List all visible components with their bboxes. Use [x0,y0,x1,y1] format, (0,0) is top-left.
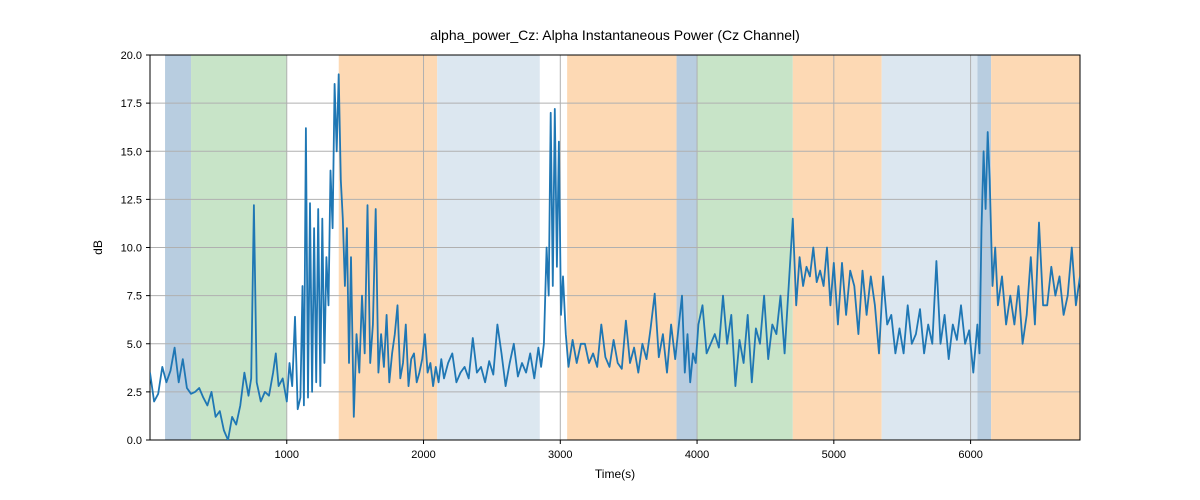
x-axis-label: Time(s) [595,467,635,481]
x-tick-label: 1000 [275,449,299,461]
y-tick-label: 20.0 [121,50,142,62]
y-tick-label: 2.5 [127,387,142,399]
y-axis-label: dB [91,240,105,255]
chart-svg: 0.0 2.5 5.0 7.5 10.0 12.5 15.0 17.5 20.0 1000 2000… [0,0,1200,500]
y-tick-label: 10.0 [121,243,142,255]
y-tick-label: 12.5 [121,194,142,206]
chart-container: 0.0 2.5 5.0 7.5 10.0 12.5 15.0 17.5 20.0 1000 2000… [0,0,1200,500]
x-tick-label: 6000 [958,449,982,461]
y-tick-label: 5.0 [127,339,142,351]
y-tick-label: 0.0 [127,435,142,447]
y-tick-label: 17.5 [121,98,142,110]
chart-title: alpha_power_Cz: Alpha Instantaneous Powe… [430,27,800,43]
x-tick-label: 4000 [685,449,709,461]
x-tick-label: 3000 [548,449,572,461]
x-tick-label: 5000 [822,449,846,461]
x-tick-label: 2000 [411,449,435,461]
y-tick-label: 7.5 [127,291,142,303]
y-tick-label: 15.0 [121,146,142,158]
